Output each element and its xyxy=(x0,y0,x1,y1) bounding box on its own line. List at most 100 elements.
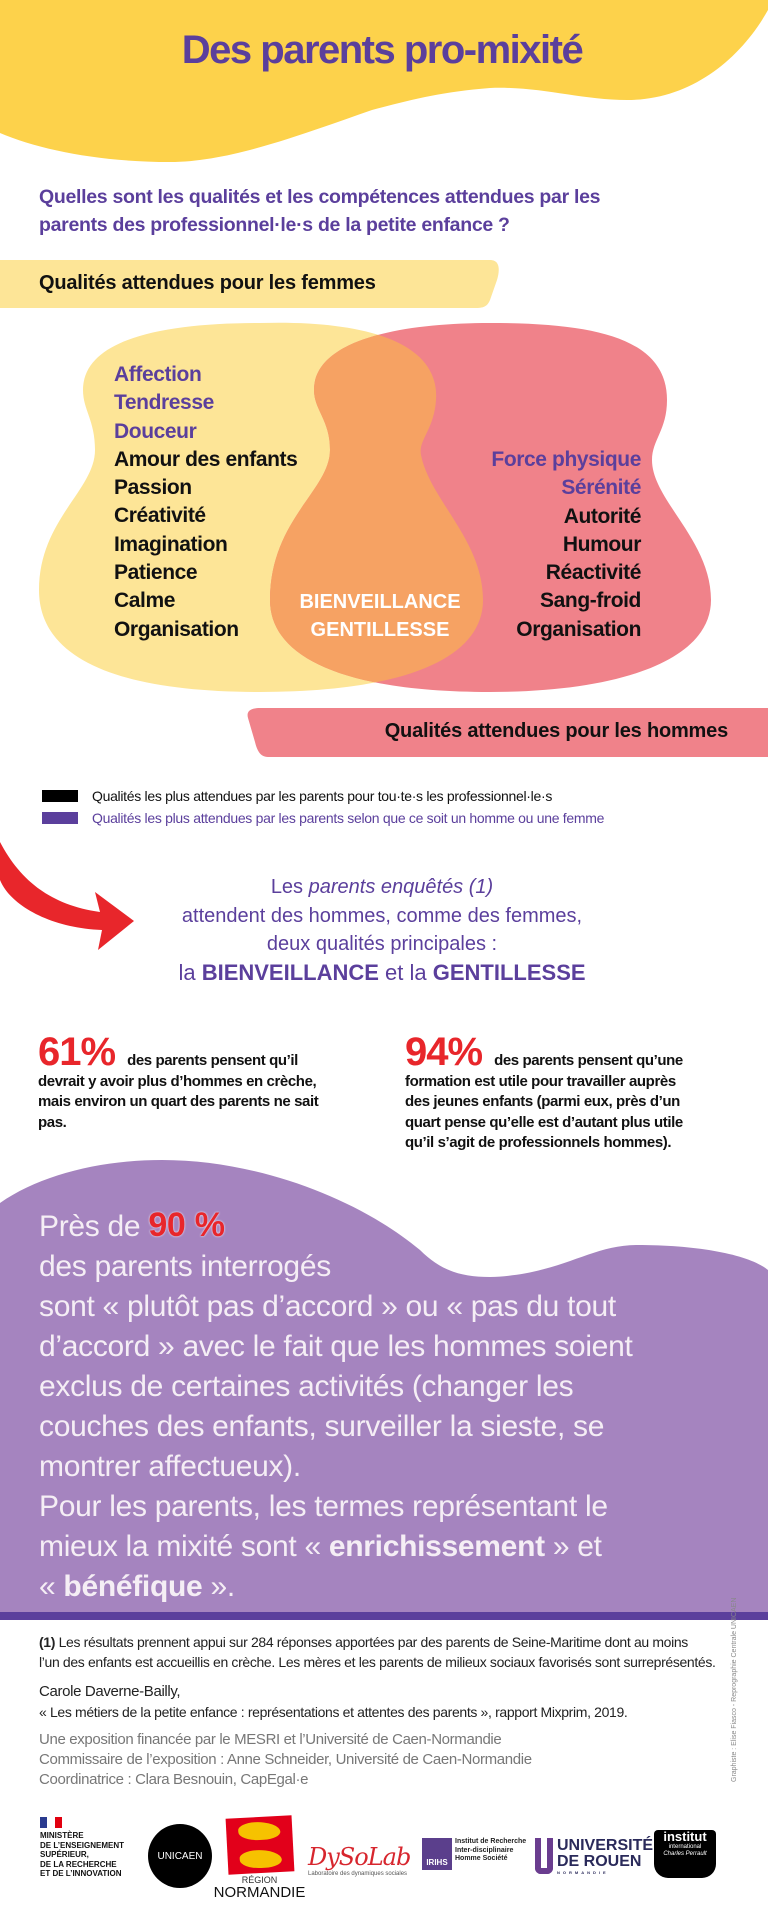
legend-black-swatch xyxy=(42,790,78,802)
quality-item: Affection xyxy=(114,363,202,386)
header-yellow-blob xyxy=(0,0,768,162)
stat-text: mais environ un quart des parents ne sai… xyxy=(38,1093,319,1110)
highlight-line: mieux la mixité sont « xyxy=(39,1530,329,1563)
lead-emphasis: parents enquêtés (1) xyxy=(308,876,494,898)
highlight-line: montrer affectueux). xyxy=(39,1450,301,1483)
citation-title: « Les métiers de la petite enfance : rep… xyxy=(39,1704,628,1720)
men-band-label: Qualités attendues pour les hommes xyxy=(384,720,728,742)
graphic-credit: Graphiste : Elise Fiasco - Reprographie … xyxy=(731,1597,738,1782)
logo-text: Charles Perrault xyxy=(663,1851,707,1857)
key-finding: Les parents enquêtés (1) attendent des h… xyxy=(102,873,662,987)
quality-item: Organisation xyxy=(114,617,239,641)
lions-shield-icon xyxy=(225,1815,294,1875)
irihs-logo: IRIHS Institut de Recherche Inter-discip… xyxy=(422,1838,526,1870)
highlight-line: « xyxy=(39,1570,64,1603)
stat-text: formation est utile pour travailler aupr… xyxy=(405,1072,676,1090)
lead-bold: BIENVEILLANCE xyxy=(201,959,379,985)
stat-text: des jeunes enfants (parmi eux, près d’un xyxy=(405,1093,680,1110)
lead-text: attendent des hommes, comme des femmes, xyxy=(181,904,583,927)
stat-94: 94% des parents pensent qu’une formation … xyxy=(405,1032,745,1154)
footnote: (1) Les résultats prennent appui sur 284… xyxy=(39,1632,739,1672)
highlight-line: des parents interrogés xyxy=(39,1250,331,1283)
logo-text: DE L’ENSEIGNEMENT xyxy=(40,1840,125,1850)
credit-line: Commissaire de l’exposition : Anne Schne… xyxy=(39,1751,532,1768)
purple-blob xyxy=(0,1160,768,1612)
logo-text: UNIVERSITÉ xyxy=(557,1837,654,1854)
quality-item: Calme xyxy=(114,589,176,613)
footnote-text: l’un des enfants est accueillis en crèch… xyxy=(39,1654,716,1670)
logo-text: international xyxy=(668,1844,702,1850)
women-band-label: Qualités attendues pour les femmes xyxy=(39,272,376,294)
quality-item: Créativité xyxy=(114,504,206,528)
footnote-text: Les résultats prennent appui sur 284 rép… xyxy=(55,1634,689,1650)
shared-quality: GENTILLESSE xyxy=(310,619,450,641)
logo-text: DE LA RECHERCHE xyxy=(40,1859,117,1869)
stat-text: des parents pensent qu’une xyxy=(494,1052,683,1069)
highlight-line: exclus de certaines activités (changer l… xyxy=(39,1370,574,1403)
purple-bottom-rule xyxy=(0,1612,768,1620)
credit-line: Coordinatrice : Clara Besnouin, CapEgal·… xyxy=(39,1771,309,1788)
logo-text: ET DE L’INNOVATION xyxy=(40,1869,122,1878)
shared-quality: BIENVEILLANCE xyxy=(299,591,461,613)
question-line: parents des professionnel·le·s de la pet… xyxy=(39,214,510,236)
unicaen-logo: UNICAEN xyxy=(148,1824,212,1888)
stat-text: quart pense qu’elle est d’autant plus ut… xyxy=(405,1113,683,1131)
quality-item: Organisation xyxy=(516,617,641,641)
exhibition-credits: Une exposition financée par le MESRI et … xyxy=(39,1730,532,1790)
highlight-line: Pour les parents, les termes représentan… xyxy=(39,1490,608,1523)
highlight-line: Près de xyxy=(39,1210,149,1243)
logo-text: IRIHS xyxy=(422,1838,452,1870)
stat-text: qu’il s’agit de professionnels hommes). xyxy=(405,1134,672,1151)
highlight-line: d’accord » avec le fait que les hommes s… xyxy=(39,1330,633,1363)
citation-author: Carole Daverne-Bailly, xyxy=(39,1683,181,1700)
red-arrow-icon xyxy=(0,842,134,950)
logo-text: Inter-disciplinaire xyxy=(455,1846,514,1854)
main-question: Quelles sont les qualités et les compéte… xyxy=(39,183,601,239)
dysolab-logo: DySoLab Laboratoire des dynamiques socia… xyxy=(308,1843,416,1877)
rouen-u-icon xyxy=(535,1838,553,1874)
logo-text: NORMANDIE xyxy=(557,1870,609,1875)
quality-item: Autorité xyxy=(563,504,642,528)
question-line: Quelles sont les qualités et les compéte… xyxy=(39,186,601,208)
men-qualities: Force physique Sérénité Autorité Humour … xyxy=(491,446,641,644)
credit-line: Une exposition financée par le MESRI et … xyxy=(39,1731,502,1748)
stat-text: devrait y avoir plus d’hommes en crèche, xyxy=(38,1072,317,1090)
quality-item: Humour xyxy=(562,532,641,556)
logo-text: Laboratoire des dynamiques sociales xyxy=(308,1871,408,1877)
quality-item: Passion xyxy=(114,476,192,500)
institut-perrault-logo: institut international Charles Perrault xyxy=(654,1830,716,1878)
universite-rouen-logo: UNIVERSITÉ DE ROUEN NORMANDIE xyxy=(535,1838,653,1875)
highlight-text: Près de 90 % des parents interrogés sont… xyxy=(39,1205,739,1607)
region-normandie-logo: RÉGION NORMANDIE xyxy=(212,1815,307,1900)
stat-text: des parents pensent qu’il xyxy=(127,1052,298,1069)
logo-text: institut xyxy=(663,1829,707,1844)
highlight-line: » et xyxy=(544,1530,602,1563)
stat-text: pas. xyxy=(38,1113,67,1131)
legend-purple: Qualités les plus attendues par les pare… xyxy=(92,810,605,826)
logo-text: Homme Société xyxy=(455,1855,508,1862)
stat-value: 61% xyxy=(38,1030,116,1074)
citation: Carole Daverne-Bailly, « Les métiers de … xyxy=(39,1682,628,1722)
lead-text: et la xyxy=(378,959,433,985)
quality-item: Tendresse xyxy=(114,391,214,415)
women-band xyxy=(0,260,499,308)
logo-text: SUPÉRIEUR, xyxy=(40,1850,89,1859)
logo-text: MINISTÈRE xyxy=(40,1831,84,1840)
quality-item: Douceur xyxy=(114,419,197,443)
lead-text: la xyxy=(178,959,202,985)
highlight-line: ». xyxy=(202,1570,235,1603)
highlight-value: 90 % xyxy=(148,1206,225,1244)
highlight-line: couches des enfants, surveiller la siest… xyxy=(39,1410,605,1443)
stat-value: 94% xyxy=(405,1030,483,1074)
quality-item: Amour des enfants xyxy=(114,447,298,471)
quality-item: Imagination xyxy=(114,532,228,556)
highlight-line: sont « plutôt pas d’accord » ou « pas du… xyxy=(39,1290,616,1323)
lead-text: Les xyxy=(270,876,309,898)
highlight-bold: enrichissement xyxy=(328,1530,545,1563)
mesri-logo: MINISTÈRE DE L’ENSEIGNEMENT SUPÉRIEUR, D… xyxy=(40,1817,124,1879)
logo-text: DySoLab xyxy=(308,1843,411,1871)
lead-text: deux qualités principales : xyxy=(266,933,498,955)
quality-item: Réactivité xyxy=(545,561,642,585)
stat-61: 61% des parents pensent qu’il devrait y a… xyxy=(38,1032,378,1133)
